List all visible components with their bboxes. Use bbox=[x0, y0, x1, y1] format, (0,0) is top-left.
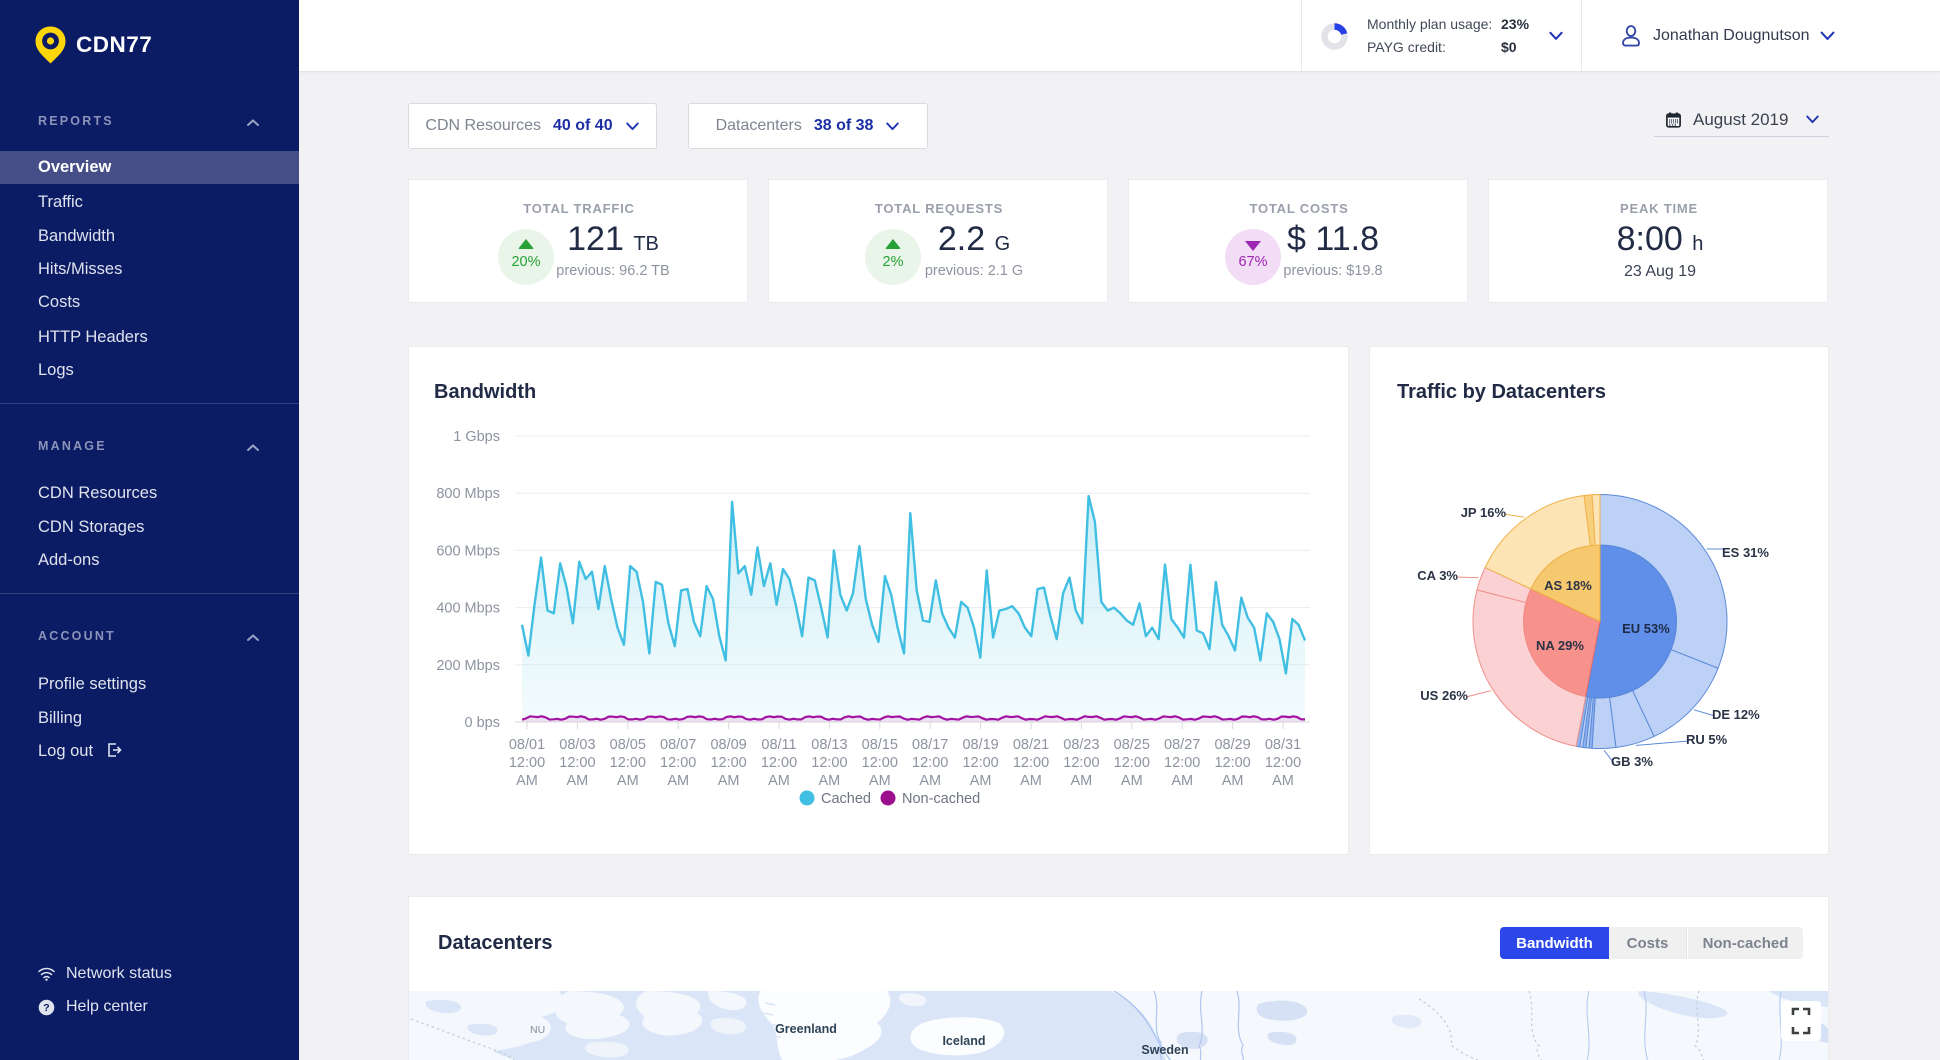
svg-text:1 Gbps: 1 Gbps bbox=[453, 429, 500, 445]
svg-text:800 Mbps: 800 Mbps bbox=[436, 486, 500, 502]
svg-text:AM: AM bbox=[970, 773, 992, 789]
svg-text:12:00: 12:00 bbox=[660, 755, 696, 771]
svg-text:08/23: 08/23 bbox=[1063, 737, 1099, 753]
svg-text:08/13: 08/13 bbox=[811, 737, 847, 753]
svg-text:08/17: 08/17 bbox=[912, 737, 948, 753]
svg-text:US 26%: US 26% bbox=[1420, 688, 1468, 703]
svg-text:AM: AM bbox=[617, 773, 639, 789]
svg-text:Cached: Cached bbox=[821, 791, 871, 807]
svg-text:AM: AM bbox=[718, 773, 740, 789]
svg-text:JP 16%: JP 16% bbox=[1461, 505, 1507, 520]
svg-text:NU: NU bbox=[530, 1024, 545, 1036]
svg-text:08/25: 08/25 bbox=[1114, 737, 1150, 753]
svg-text:12:00: 12:00 bbox=[761, 755, 797, 771]
svg-text:ES 31%: ES 31% bbox=[1722, 545, 1769, 560]
svg-text:AM: AM bbox=[667, 773, 689, 789]
svg-text:12:00: 12:00 bbox=[811, 755, 847, 771]
svg-text:12:00: 12:00 bbox=[559, 755, 595, 771]
svg-text:600 Mbps: 600 Mbps bbox=[436, 543, 500, 559]
svg-text:08/27: 08/27 bbox=[1164, 737, 1200, 753]
svg-text:AM: AM bbox=[1272, 773, 1294, 789]
svg-text:?: ? bbox=[43, 1002, 49, 1014]
svg-text:08/05: 08/05 bbox=[610, 737, 646, 753]
svg-text:08/03: 08/03 bbox=[559, 737, 595, 753]
svg-text:200 Mbps: 200 Mbps bbox=[436, 658, 500, 674]
svg-text:AM: AM bbox=[919, 773, 941, 789]
svg-text:08/21: 08/21 bbox=[1013, 737, 1049, 753]
svg-text:12:00: 12:00 bbox=[710, 755, 746, 771]
svg-text:12:00: 12:00 bbox=[962, 755, 998, 771]
svg-text:DE 12%: DE 12% bbox=[1712, 707, 1760, 722]
svg-text:AM: AM bbox=[1071, 773, 1093, 789]
svg-text:400 Mbps: 400 Mbps bbox=[436, 601, 500, 617]
svg-text:AM: AM bbox=[1222, 773, 1244, 789]
svg-text:AM: AM bbox=[516, 773, 538, 789]
svg-text:08/29: 08/29 bbox=[1214, 737, 1250, 753]
svg-text:12:00: 12:00 bbox=[1013, 755, 1049, 771]
svg-text:08/15: 08/15 bbox=[862, 737, 898, 753]
svg-text:AM: AM bbox=[869, 773, 891, 789]
svg-text:12:00: 12:00 bbox=[509, 755, 545, 771]
svg-text:AM: AM bbox=[1121, 773, 1143, 789]
svg-text:12:00: 12:00 bbox=[610, 755, 646, 771]
svg-text:RU 5%: RU 5% bbox=[1686, 732, 1728, 747]
svg-text:08/09: 08/09 bbox=[710, 737, 746, 753]
svg-text:AM: AM bbox=[768, 773, 790, 789]
svg-text:12:00: 12:00 bbox=[912, 755, 948, 771]
svg-text:12:00: 12:00 bbox=[1114, 755, 1150, 771]
svg-text:Greenland: Greenland bbox=[775, 1022, 837, 1036]
svg-text:08/01: 08/01 bbox=[509, 737, 545, 753]
svg-text:AM: AM bbox=[819, 773, 841, 789]
svg-text:AS 18%: AS 18% bbox=[1544, 578, 1592, 593]
svg-text:CA 3%: CA 3% bbox=[1417, 568, 1458, 583]
svg-text:12:00: 12:00 bbox=[1214, 755, 1250, 771]
svg-text:08/19: 08/19 bbox=[962, 737, 998, 753]
svg-text:0 bps: 0 bps bbox=[465, 715, 500, 731]
svg-text:12:00: 12:00 bbox=[862, 755, 898, 771]
svg-text:08/11: 08/11 bbox=[761, 737, 796, 753]
svg-text:08/31: 08/31 bbox=[1265, 737, 1301, 753]
svg-text:12:00: 12:00 bbox=[1164, 755, 1200, 771]
svg-text:Iceland: Iceland bbox=[942, 1034, 985, 1048]
svg-text:12:00: 12:00 bbox=[1265, 755, 1301, 771]
svg-text:Non-cached: Non-cached bbox=[902, 791, 980, 807]
svg-text:12:00: 12:00 bbox=[1063, 755, 1099, 771]
svg-text:NA 29%: NA 29% bbox=[1536, 638, 1584, 653]
svg-text:EU 53%: EU 53% bbox=[1622, 621, 1670, 636]
svg-text:AM: AM bbox=[1171, 773, 1193, 789]
svg-text:GB 3%: GB 3% bbox=[1611, 754, 1653, 769]
svg-text:AM: AM bbox=[1020, 773, 1042, 789]
svg-text:AM: AM bbox=[567, 773, 589, 789]
svg-text:08/07: 08/07 bbox=[660, 737, 696, 753]
svg-text:Sweden: Sweden bbox=[1141, 1043, 1188, 1057]
